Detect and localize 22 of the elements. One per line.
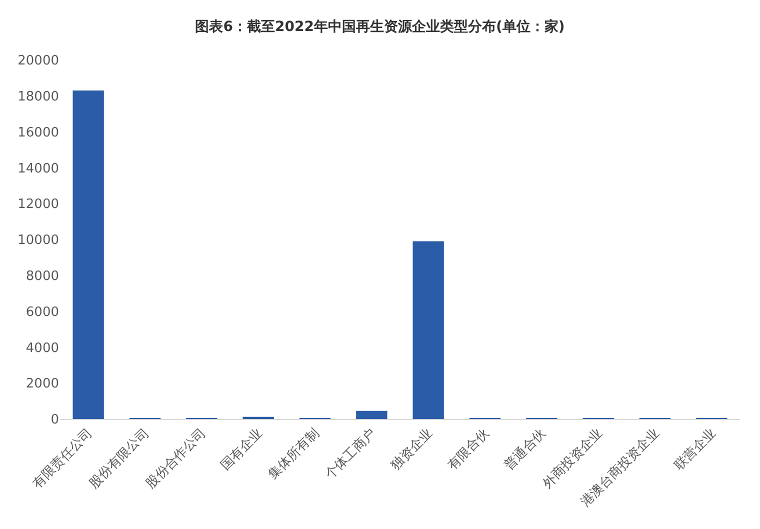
x-tick-label: 有限合伙 <box>445 426 492 474</box>
y-tick-label: 20000 <box>18 54 59 69</box>
y-tick-label: 4000 <box>26 340 59 356</box>
y-tick-label: 16000 <box>18 125 59 140</box>
x-tick-label: 联营企业 <box>672 426 720 474</box>
x-tick-label: 独资企业 <box>388 426 436 474</box>
y-tick-label: 18000 <box>18 89 59 104</box>
y-tick-label: 12000 <box>18 197 59 212</box>
y-tick-label: 0 <box>50 412 59 428</box>
x-tick-label: 个体工商户 <box>322 426 380 482</box>
chart-title: 图表6：截至2022年中国再生资源企业类型分布(单位：家) <box>195 18 565 35</box>
bar <box>412 241 444 419</box>
bar <box>356 410 388 419</box>
x-tick-label: 国有企业 <box>218 426 266 474</box>
x-tick-label: 集体所有制 <box>266 426 322 482</box>
y-tick-label: 2000 <box>26 376 59 392</box>
y-tick-label: 6000 <box>26 304 59 320</box>
x-tick-label: 普通合伙 <box>501 425 550 474</box>
y-tick-label: 8000 <box>26 268 59 284</box>
y-tick-label: 14000 <box>18 161 59 176</box>
bar <box>72 90 104 419</box>
y-tick-label: 10000 <box>18 233 59 248</box>
